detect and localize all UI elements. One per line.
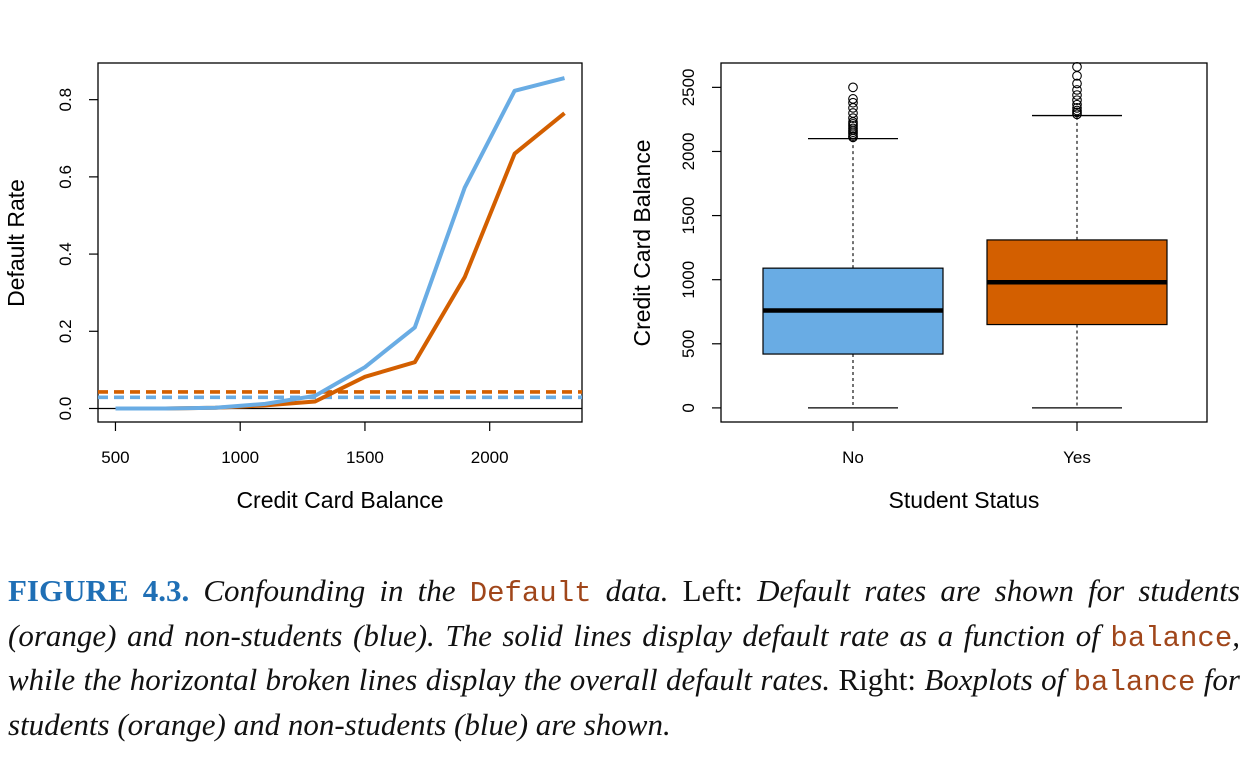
outlier-point xyxy=(1072,78,1082,89)
outlier-point xyxy=(1072,105,1082,116)
caption-left-word: Left: xyxy=(682,573,743,608)
caption-text: , while the horizontal broken lines disp… xyxy=(8,617,1240,698)
figure-caption: FIGURE 4.3. Confounding in the Default d… xyxy=(8,570,1240,745)
right-x-axis: No Yes xyxy=(842,422,1091,467)
outlier-point xyxy=(1072,61,1082,72)
x-tick-label: No xyxy=(842,448,864,467)
outlier-point xyxy=(1072,90,1082,100)
y-tick-label: 1000 xyxy=(679,261,698,299)
figure: 500 1000 1500 2000 0.0 0.2 0.4 0.6 0.8 Credit C… xyxy=(3,61,1208,513)
caption-text: Confounding in the xyxy=(189,573,470,608)
right-plot-frame xyxy=(720,62,1208,423)
outlier-point xyxy=(848,82,858,93)
left-x-axis-label: Credit Card Balance xyxy=(236,487,443,513)
x-tick-label: Yes xyxy=(1063,448,1091,467)
code-default: Default xyxy=(469,577,592,610)
caption-text: Boxplots of xyxy=(916,662,1074,697)
y-tick-label: 2500 xyxy=(679,68,698,106)
left-plot-frame xyxy=(97,62,583,423)
left-x-axis: 500 1000 1500 2000 xyxy=(101,422,509,467)
right-y-axis-label: Credit Card Balance xyxy=(629,139,655,346)
y-tick-label: 0.6 xyxy=(56,165,75,189)
outlier-point xyxy=(848,97,858,108)
outlier-point xyxy=(848,103,858,113)
outlier-point xyxy=(848,108,858,118)
boxplot-no xyxy=(762,82,944,409)
caption-right-word: Right: xyxy=(838,662,916,697)
left-y-axis-label: Default Rate xyxy=(3,179,29,307)
x-tick-label: 1500 xyxy=(346,448,384,467)
x-tick-label: 500 xyxy=(101,448,129,467)
x-tick-label: 1000 xyxy=(221,448,259,467)
code-balance: balance xyxy=(1110,621,1233,655)
left-plot-area xyxy=(98,76,582,411)
outlier-point xyxy=(1072,95,1082,106)
y-tick-label: 500 xyxy=(679,330,698,358)
boxplot-yes xyxy=(986,61,1168,409)
code-balance: balance xyxy=(1073,666,1196,699)
right-plot-area xyxy=(762,61,1168,409)
outlier-point xyxy=(848,94,858,104)
caption-text: for students (orange) and non-students (… xyxy=(8,662,1240,742)
x-tick-label: 2000 xyxy=(471,448,509,467)
caption-text: data. xyxy=(591,573,683,608)
y-tick-label: 0.8 xyxy=(56,88,75,112)
right-x-axis-label: Student Status xyxy=(889,487,1040,513)
left-y-axis: 0.0 0.2 0.4 0.6 0.8 xyxy=(56,88,98,420)
right-panel: No Yes 0 500 1000 1500 2000 2500 Student Statu… xyxy=(629,61,1208,513)
outlier-point xyxy=(1072,85,1082,95)
y-tick-label: 0.2 xyxy=(56,319,75,343)
y-tick-label: 2000 xyxy=(679,133,698,171)
right-y-axis: 0 500 1000 1500 2000 2500 xyxy=(679,68,721,413)
y-tick-label: 0.0 xyxy=(56,397,75,421)
y-tick-label: 0.4 xyxy=(56,242,75,266)
left-panel: 500 1000 1500 2000 0.0 0.2 0.4 0.6 0.8 Credit C… xyxy=(3,62,583,513)
outlier-point xyxy=(1072,103,1082,113)
default-rate-line-non-students xyxy=(115,76,565,411)
figure-label: FIGURE 4.3. xyxy=(8,573,190,608)
outlier-point xyxy=(848,113,858,123)
caption-text: Default rates are shown for students (or… xyxy=(8,573,1240,653)
y-tick-label: 1500 xyxy=(679,197,698,235)
outlier-point xyxy=(1072,99,1082,110)
y-tick-label: 0 xyxy=(679,403,698,412)
default-rate-line-students xyxy=(115,111,566,411)
outlier-point xyxy=(848,123,858,134)
